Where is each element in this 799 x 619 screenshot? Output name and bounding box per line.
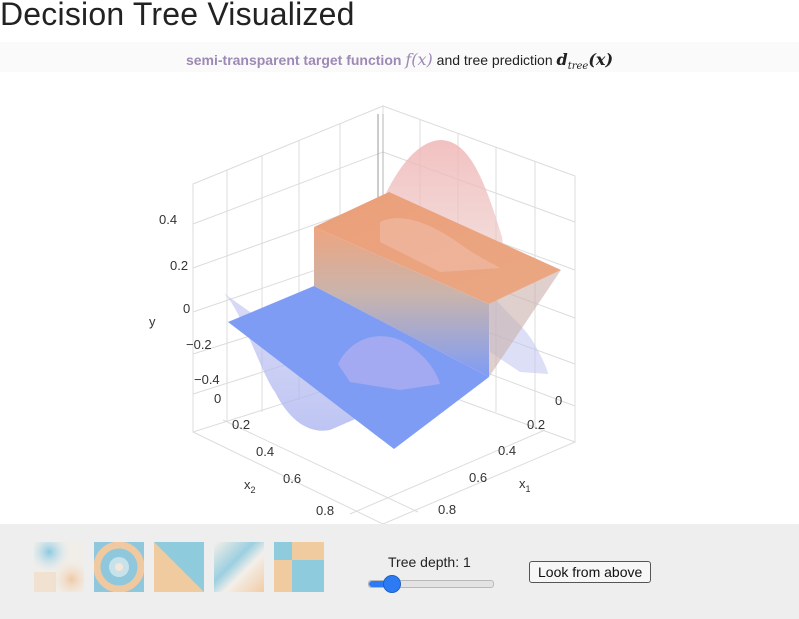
x1-axis: 0 0.2 0.4 0.6 0.8 x1 [438,393,562,517]
x1-tick: 0.6 [469,470,487,485]
tree-depth-slider-fill [369,581,393,587]
subtitle-fx: f(x) [405,50,433,69]
target-surface-pink-overlay [380,218,500,272]
tree-prediction-cliff [314,227,489,377]
preset-target-function-4[interactable] [214,542,264,592]
x2-axis-label-sub: 2 [251,485,256,495]
preset-target-function-5[interactable] [274,542,324,592]
surface-plot-svg[interactable]: y 0.4 0.2 0 −0.2 −0.4 0 0.2 0.4 0.6 0.8 … [0,72,799,525]
x2-axis: 0 0.2 0.4 0.6 0.8 x2 [214,391,334,518]
target-surface-lavender-overlay [338,336,440,390]
plot-subtitle: semi-transparent target function f(x) an… [0,50,799,72]
y-tick: 0.2 [170,258,188,273]
x1-tick: 0.4 [498,443,516,458]
y-tick: 0 [183,301,190,316]
subtitle-dtree: dtree(x) [556,50,614,73]
x1-tick: 0.8 [438,502,456,517]
tree-depth-label: Tree depth: 1 [388,554,471,570]
x2-axis-label-main: x [244,477,251,492]
preset-target-function-2[interactable] [94,542,144,592]
subtitle-d-sub: tree [567,61,589,73]
subtitle-d-base: d [556,50,568,69]
x1-tick: 0 [555,393,562,408]
tree-prediction-high-plateau [314,192,561,304]
controls-bar: Tree depth: 1 Look from above [0,524,799,619]
subtitle-prediction-text: and tree prediction [436,52,553,68]
y-axis: y 0.4 0.2 0 −0.2 −0.4 [149,212,220,387]
look-from-above-button[interactable]: Look from above [529,561,652,583]
tree-depth-slider-track[interactable] [368,580,494,588]
x2-tick: 0.8 [316,503,334,518]
y-axis-label: y [149,314,156,329]
x1-tick: 0.2 [527,417,545,432]
y-tick: −0.4 [194,372,220,387]
x2-tick: 0.6 [283,471,301,486]
y-tick: −0.2 [186,337,212,352]
x1-axis-label-sub: 1 [526,484,531,494]
x2-tick: 0.2 [232,417,250,432]
tree-depth-slider-thumb[interactable] [383,575,401,593]
surface-plot-3d[interactable]: y 0.4 0.2 0 −0.2 −0.4 0 0.2 0.4 0.6 0.8 … [0,72,799,525]
x2-tick: 0 [214,391,221,406]
preset-target-function-3[interactable] [154,542,204,592]
preset-target-function-1[interactable] [34,542,84,592]
x1-axis-label-main: x [519,476,526,491]
x1-axis-label: x1 [519,476,531,494]
subtitle-target-text: semi-transparent target function [185,52,402,68]
tree-prediction-cliff-side [489,270,561,377]
title-band [0,42,799,72]
y-tick: 0.4 [159,212,177,227]
subtitle-d-arg: (x) [588,50,614,69]
x2-axis-label: x2 [244,477,256,495]
x2-tick: 0.4 [256,444,274,459]
page-title: Decision Tree Visualized [0,0,355,32]
